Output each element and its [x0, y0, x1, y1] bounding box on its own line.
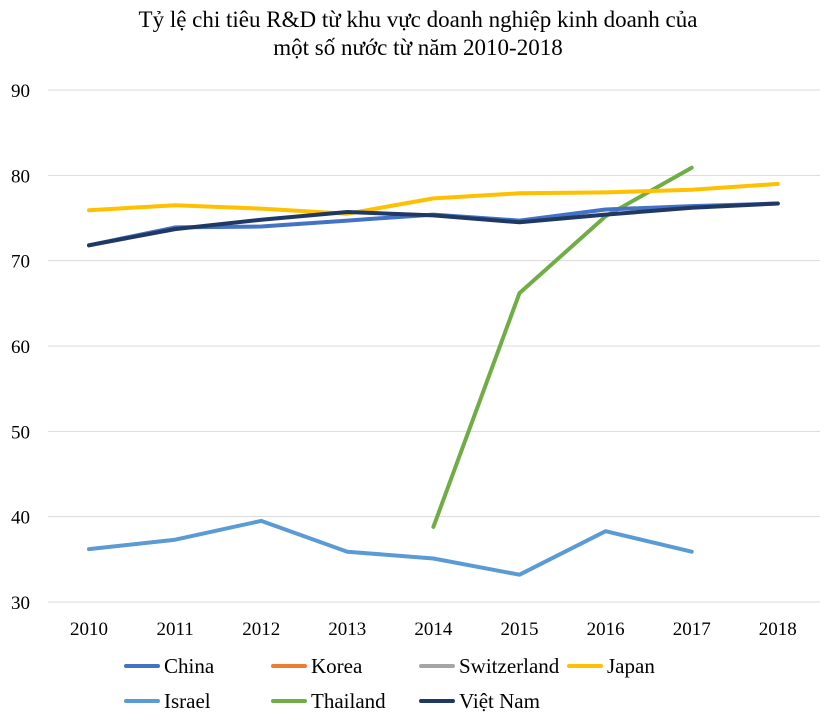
y-tick-label: 30 [11, 593, 30, 614]
legend-label: Việt Nam [459, 688, 540, 713]
legend-label: Switzerland [459, 653, 560, 678]
y-tick-label: 40 [11, 508, 30, 529]
legend-item-thailand: Thailand [271, 687, 386, 715]
x-tick-label: 2011 [156, 619, 193, 640]
series-line-japan [87, 181, 780, 216]
legend-item-china: China [124, 652, 214, 680]
x-tick-label: 2010 [70, 619, 108, 640]
legend-label: China [164, 653, 215, 678]
chart-title-line-1: Tỷ lệ chi tiêu R&D từ khu vực doanh nghi… [138, 7, 698, 32]
x-tick-label: 2017 [673, 619, 711, 640]
legend-swatch [271, 699, 307, 703]
y-tick-label: 70 [11, 252, 30, 273]
legend-item-israel: Israel [124, 687, 211, 715]
x-axis-ticks: 2010 2011 2012 2013 2014 2015 2016 2017 2018 [70, 619, 797, 640]
legend-label: Israel [164, 688, 211, 713]
legend-swatch [124, 699, 160, 703]
x-tick-label: 2012 [242, 619, 280, 640]
y-tick-label: 60 [11, 337, 30, 358]
legend-item-switzerland: Switzerland [419, 652, 559, 680]
legend-swatch [271, 664, 307, 668]
series-line-việt-nam [87, 201, 780, 248]
legend: China Korea Switzerland Japan Israel Thailand… [0, 652, 836, 722]
legend-swatch [419, 664, 455, 668]
y-axis-ticks: 30 40 50 60 70 80 90 [11, 81, 30, 614]
y-tick-label: 90 [11, 81, 30, 102]
legend-swatch [567, 664, 603, 668]
gridlines [48, 89, 820, 603]
series-lines [87, 165, 780, 577]
y-tick-label: 80 [11, 166, 30, 187]
legend-item-japan: Japan [567, 652, 655, 680]
legend-label: Korea [311, 653, 363, 678]
chart-title-line-2: một số nước từ năm 2010-2018 [273, 35, 563, 60]
legend-label: Japan [607, 653, 655, 678]
legend-swatch [419, 699, 455, 703]
x-tick-label: 2015 [501, 619, 539, 640]
y-tick-label: 50 [11, 422, 30, 443]
legend-swatch [124, 664, 160, 668]
chart-title: Tỷ lệ chi tiêu R&D từ khu vực doanh nghi… [0, 6, 836, 62]
series-line-thailand [431, 165, 694, 529]
x-tick-label: 2018 [759, 619, 797, 640]
x-tick-label: 2014 [414, 619, 453, 640]
x-tick-label: 2016 [587, 619, 625, 640]
legend-item-việt-nam: Việt Nam [419, 687, 540, 715]
series-line-israel [87, 518, 694, 577]
legend-item-korea: Korea [271, 652, 362, 680]
legend-label: Thailand [311, 688, 386, 713]
x-tick-label: 2013 [328, 619, 366, 640]
